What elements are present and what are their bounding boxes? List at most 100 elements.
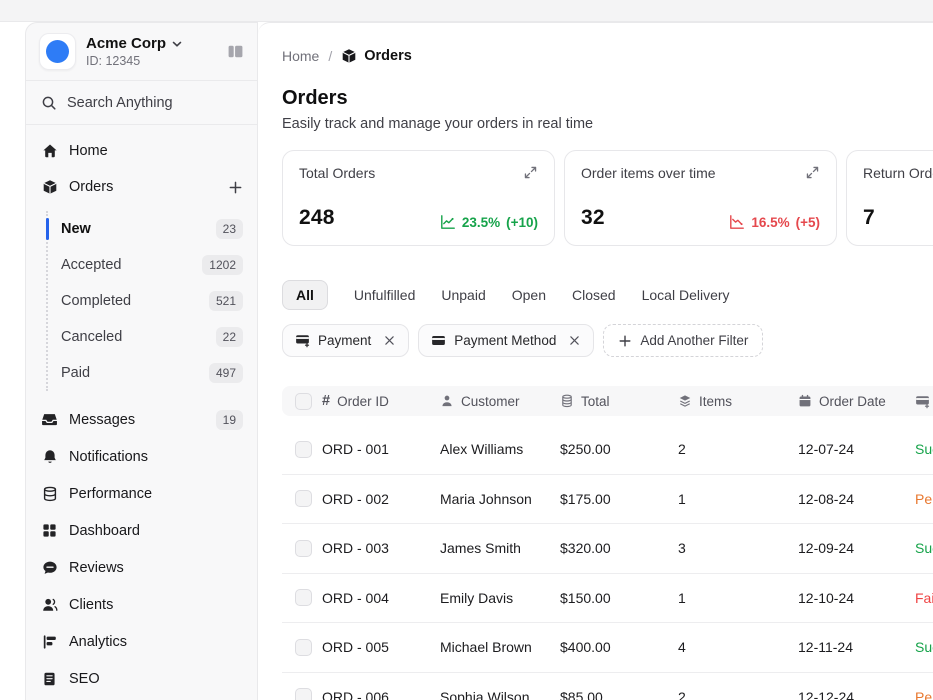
column-header-payment[interactable]: Payment <box>915 394 933 409</box>
org-logo <box>39 33 76 70</box>
sidebar-subitem-new[interactable]: New 23 <box>46 211 257 247</box>
sidebar-item-messages[interactable]: Messages 19 <box>26 401 257 438</box>
row-checkbox[interactable] <box>295 638 312 656</box>
sidebar-subitem-label: Accepted <box>61 257 122 273</box>
doc-icon <box>41 671 58 687</box>
row-checkbox[interactable] <box>295 490 312 508</box>
add-filter-button[interactable]: Add Another Filter <box>603 324 764 357</box>
sidebar-item-clients[interactable]: Clients <box>26 586 257 623</box>
home-icon <box>41 143 58 159</box>
table-row[interactable]: ORD - 004 Emily Davis $150.00 1 12-10-24 Fail… <box>282 574 933 623</box>
column-header-label: Total <box>581 393 610 409</box>
sidebar-subitem-paid[interactable]: Paid 497 <box>48 355 257 391</box>
main-content: Home / Orders Orders Easily track and ma… <box>258 22 933 700</box>
sidebar-item-seo[interactable]: SEO <box>26 660 257 697</box>
count-badge: 497 <box>208 363 243 383</box>
row-checkbox[interactable] <box>295 539 312 557</box>
select-all-checkbox[interactable] <box>295 392 312 410</box>
customer-cell: Alex Williams <box>440 441 524 458</box>
customer-cell: Michael Brown <box>440 639 532 656</box>
sidebar-item-label: Dashboard <box>69 522 140 539</box>
row-checkbox[interactable] <box>295 688 312 700</box>
sidebar-item-orders[interactable]: Orders <box>26 169 257 205</box>
sidebar-item-notifications[interactable]: Notifications <box>26 438 257 475</box>
items-cell: 2 <box>678 688 686 700</box>
items-cell: 3 <box>678 540 686 557</box>
add-orders-button[interactable] <box>228 180 243 195</box>
sidebar-subitem-label: Canceled <box>61 329 123 345</box>
table-row[interactable]: ORD - 002 Maria Johnson $175.00 1 12-08-24 Pe… <box>282 475 933 524</box>
org-meta[interactable]: Acme Corp ID: 12345 <box>86 35 184 68</box>
table-row[interactable]: ORD - 005 Michael Brown $400.00 4 12-11-24 Su… <box>282 623 933 673</box>
trend-delta: (+10) <box>506 214 538 230</box>
filter-chips-row: Payment Payment Method Add Another Filter <box>282 324 933 357</box>
orders-subnav: New 23 Accepted 1202 Completed 521 Canceled 22 P… <box>46 211 257 391</box>
search-input[interactable] <box>67 94 242 111</box>
table-row[interactable]: ORD - 001 Alex Williams $250.00 2 12-07-24 Su… <box>282 425 933 475</box>
sidebar-item-home[interactable]: Home <box>26 133 257 169</box>
sidebar-item-label: Clients <box>69 596 114 613</box>
customer-cell: James Smith <box>440 540 521 557</box>
bell-icon <box>41 449 58 465</box>
remove-filter-icon[interactable] <box>568 334 581 347</box>
sidebar-subitem-canceled[interactable]: Canceled 22 <box>48 319 257 355</box>
search-bar[interactable] <box>26 81 257 125</box>
table-row[interactable]: ORD - 006 Sophia Wilson $85.00 2 12-12-24 Pen… <box>282 673 933 700</box>
total-cell: $85.00 <box>560 688 603 700</box>
count-badge: 521 <box>208 291 243 311</box>
stat-card-return-orders: Return Orders 7 <box>846 150 933 246</box>
trend-indicator: 23.5% (+10) <box>440 214 538 230</box>
tab-open[interactable]: Open <box>511 287 546 303</box>
column-header-label: Customer <box>461 393 520 409</box>
sidebar-item-label: Notifications <box>69 448 148 465</box>
tab-all[interactable]: All <box>282 280 328 310</box>
order-id-cell: ORD - 003 <box>322 540 389 557</box>
column-header-customer[interactable]: Customer <box>440 394 560 409</box>
row-checkbox-cell <box>282 440 322 458</box>
items-cell: 2 <box>678 441 686 458</box>
row-checkbox[interactable] <box>295 589 312 607</box>
column-header-order-id[interactable]: # Order ID <box>322 393 440 409</box>
filter-chip-payment[interactable]: Payment <box>282 324 410 357</box>
trend-delta: (+5) <box>795 214 820 230</box>
column-header-label: Items <box>699 393 733 409</box>
sidebar-item-analytics[interactable]: Analytics <box>26 623 257 660</box>
table-row[interactable]: ORD - 003 James Smith $320.00 3 12-09-24 Succ… <box>282 524 933 574</box>
order-date-cell: 12-07-24 <box>798 441 855 458</box>
row-checkbox-cell <box>282 688 322 700</box>
expand-icon[interactable] <box>523 165 538 180</box>
trend-indicator: 16.5% (+5) <box>729 214 820 230</box>
tab-closed[interactable]: Closed <box>572 287 616 303</box>
breadcrumb: Home / Orders <box>282 45 933 67</box>
chart-icon <box>41 634 58 650</box>
row-checkbox-cell <box>282 539 322 557</box>
order-id-cell: ORD - 001 <box>322 441 389 458</box>
filter-chip-payment-method[interactable]: Payment Method <box>418 324 595 357</box>
sidebar-subitem-completed[interactable]: Completed 521 <box>48 283 257 319</box>
count-badge: 19 <box>215 409 243 430</box>
sidebar-item-reviews[interactable]: Reviews <box>26 549 257 586</box>
items-cell: 1 <box>678 589 686 606</box>
sidebar-collapse-icon[interactable] <box>227 43 244 60</box>
tab-unpaid[interactable]: Unpaid <box>441 287 486 303</box>
row-checkbox[interactable] <box>295 440 312 458</box>
remove-filter-icon[interactable] <box>383 334 396 347</box>
column-header-items[interactable]: Items <box>678 394 798 409</box>
expand-icon[interactable] <box>805 165 820 180</box>
tab-local-delivery[interactable]: Local Delivery <box>641 287 730 303</box>
total-cell: $320.00 <box>560 540 611 557</box>
chevron-down-icon[interactable] <box>170 37 184 51</box>
order-id-cell: ORD - 002 <box>322 490 389 507</box>
sidebar-item-performance[interactable]: Performance <box>26 475 257 512</box>
table-body: ORD - 001 Alex Williams $250.00 2 12-07-24 Su… <box>282 425 933 700</box>
breadcrumb-current: Orders <box>341 48 412 64</box>
column-header-order-date[interactable]: Order Date <box>798 394 915 409</box>
order-id-cell: ORD - 004 <box>322 589 389 606</box>
tab-unfulfilled[interactable]: Unfulfilled <box>353 287 416 303</box>
sidebar-item-dashboard[interactable]: Dashboard <box>26 512 257 549</box>
sidebar-subitem-accepted[interactable]: Accepted 1202 <box>48 247 257 283</box>
sidebar-nav-lower: Messages 19 Notifications Performance Dashbo… <box>26 401 257 697</box>
breadcrumb-home-link[interactable]: Home <box>282 48 320 64</box>
column-header-total[interactable]: Total <box>560 394 678 409</box>
